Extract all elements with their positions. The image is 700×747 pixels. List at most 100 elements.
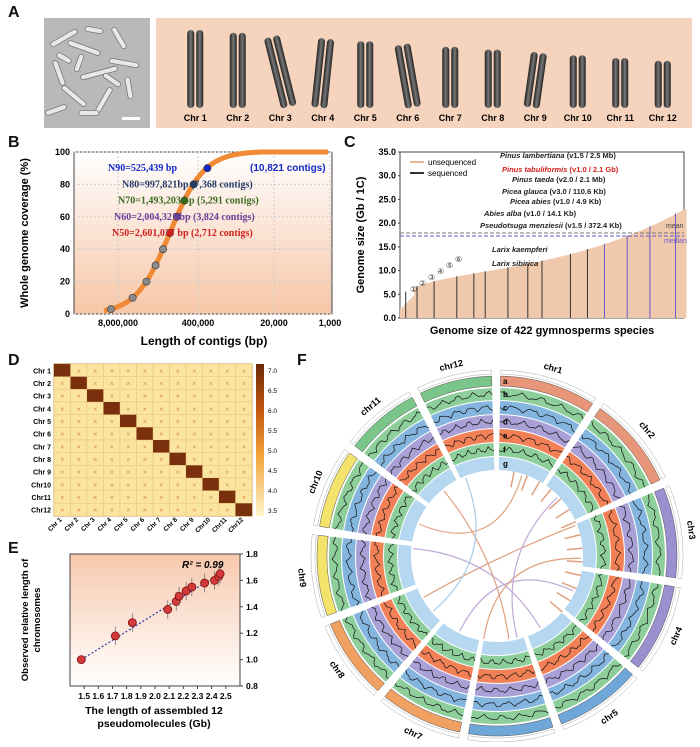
c-bar xyxy=(626,235,630,318)
svg-text:×: × xyxy=(60,444,64,451)
panel-label-a: A xyxy=(8,4,20,21)
svg-text:Abies alba (v1.0 / 14.1 Kb): Abies alba (v1.0 / 14.1 Kb) xyxy=(483,209,577,218)
svg-text:×: × xyxy=(110,495,114,502)
panel-c: 0.0 5.0 10.0 15.0 20.0 25.0 30.0 35.0 mean medi… xyxy=(352,140,692,350)
c-bar xyxy=(522,264,526,318)
c-bar xyxy=(430,281,434,318)
c-bar xyxy=(547,259,550,318)
c-bar xyxy=(679,211,683,318)
c-bar xyxy=(596,246,599,318)
d-x-label: Chr 2 xyxy=(63,516,80,533)
micrograph-rod xyxy=(56,52,72,64)
c-bar xyxy=(600,245,603,318)
f-track-label: f xyxy=(503,446,506,455)
c-bar xyxy=(498,269,501,318)
svg-text:×: × xyxy=(225,444,229,451)
svg-text:×: × xyxy=(93,457,97,464)
b-y-ticks: 0 20 40 60 80 100 xyxy=(55,147,70,319)
svg-text:×: × xyxy=(176,482,180,489)
e-data-point xyxy=(215,564,225,584)
svg-text:×: × xyxy=(126,432,130,439)
svg-text:×: × xyxy=(192,508,196,515)
f-spike xyxy=(560,520,577,529)
c-bar xyxy=(528,263,532,318)
b-annotation: N70=1,493,203 bp (5,291 contigs) xyxy=(118,196,259,207)
f-chr-label: chr1 xyxy=(543,361,564,376)
c-legend-unsequenced: unsequenced xyxy=(428,158,476,167)
svg-text:×: × xyxy=(126,444,130,451)
d-y-label: Chr 9 xyxy=(33,470,51,477)
micrograph-rod xyxy=(61,85,87,107)
svg-text:×: × xyxy=(192,406,196,413)
karyotype-chromosome: Chr 7 xyxy=(439,46,462,123)
c-bar xyxy=(563,255,566,318)
d-cell-diagonal xyxy=(153,440,170,453)
e-y-tick: 1.2 xyxy=(246,628,258,638)
b-data-point xyxy=(159,245,168,254)
svg-text:×: × xyxy=(93,381,97,388)
c-bar xyxy=(444,278,448,318)
svg-text:×: × xyxy=(93,432,97,439)
c-bar xyxy=(500,268,503,318)
panel-label-c: C xyxy=(344,134,356,151)
c-bar xyxy=(402,306,405,318)
c-numbered-marker: ① xyxy=(410,285,417,294)
f-chr-label: chr12 xyxy=(438,360,464,373)
svg-text:×: × xyxy=(110,457,114,464)
c-legend-sequenced: sequenced xyxy=(428,169,467,178)
c-bar xyxy=(684,208,687,318)
svg-text:×: × xyxy=(77,368,81,375)
c-numbered-marker: ④ xyxy=(437,267,444,276)
c-bar xyxy=(487,270,491,318)
svg-text:×: × xyxy=(159,394,163,401)
chromosome-label: Chr 2 xyxy=(226,113,249,123)
c-bar xyxy=(663,219,667,318)
c-bar xyxy=(557,257,560,318)
svg-text:×: × xyxy=(176,381,180,388)
f-chromosome-segment: chr1 xyxy=(498,361,597,484)
c-bar xyxy=(412,296,415,318)
svg-text:Larix sibirica: Larix sibirica xyxy=(492,259,538,268)
e-y-tick: 1.4 xyxy=(246,602,258,612)
svg-text:×: × xyxy=(192,482,196,489)
c-bar xyxy=(575,252,579,318)
b-data-point xyxy=(189,180,198,189)
f-track-label: c xyxy=(503,404,508,413)
svg-text:×: × xyxy=(225,508,229,515)
c-bar xyxy=(624,236,628,318)
c-legend: unsequenced sequenced xyxy=(410,158,476,178)
svg-text:×: × xyxy=(159,368,163,375)
f-spike xyxy=(566,547,583,551)
d-colorbar-tick: 6.0 xyxy=(268,408,277,415)
chromosome-label: Chr 1 xyxy=(184,113,207,123)
karyotype-chromosome: Chr 4 xyxy=(311,38,334,123)
c-bar xyxy=(553,258,556,318)
d-x-label: Chr12 xyxy=(227,516,245,534)
f-spike xyxy=(561,581,577,590)
c-median-label: median xyxy=(664,238,687,245)
f-chr-label: chr3 xyxy=(685,520,696,540)
c-bar xyxy=(604,243,607,318)
svg-text:×: × xyxy=(60,419,64,426)
svg-text:×: × xyxy=(176,444,180,451)
e-points xyxy=(76,564,225,664)
e-r-squared: R² = 0.99 xyxy=(182,560,224,571)
svg-text:×: × xyxy=(126,482,130,489)
svg-text:×: × xyxy=(176,508,180,515)
svg-text:×: × xyxy=(77,482,81,489)
c-bar xyxy=(504,268,507,318)
svg-text:×: × xyxy=(242,470,246,477)
d-cell-diagonal xyxy=(169,452,186,466)
c-bar xyxy=(479,272,483,318)
c-bar xyxy=(545,259,548,318)
c-bars xyxy=(400,208,687,318)
c-bar xyxy=(671,215,675,318)
c-bar xyxy=(555,257,558,318)
svg-text:×: × xyxy=(225,368,229,375)
e-x-tick: 1.9 xyxy=(135,691,147,701)
b-annotation-extra: (10,821 contigs) xyxy=(250,163,326,174)
e-y-tick: 1.8 xyxy=(246,549,258,559)
c-bar xyxy=(647,227,650,318)
d-y-label: Chr11 xyxy=(32,495,52,502)
c-bar xyxy=(592,247,595,318)
